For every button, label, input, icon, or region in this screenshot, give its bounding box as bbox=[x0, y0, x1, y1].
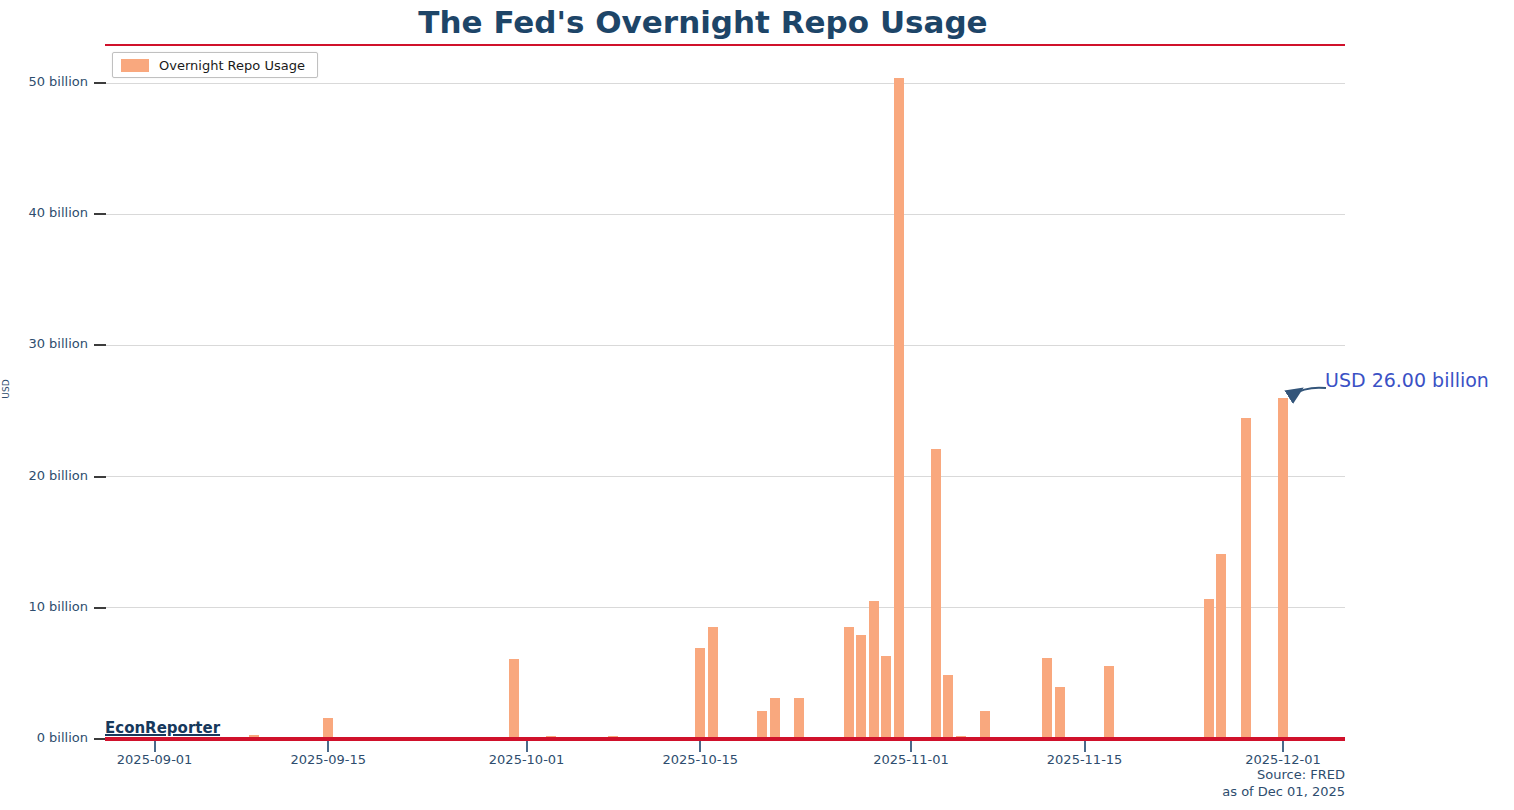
legend-swatch-icon bbox=[121, 59, 149, 72]
x-tick-mark bbox=[699, 741, 701, 752]
y-tick-mark bbox=[94, 476, 106, 478]
bar bbox=[509, 659, 519, 741]
bar bbox=[770, 698, 780, 741]
legend: Overnight Repo Usage bbox=[112, 52, 318, 78]
bar bbox=[1241, 418, 1251, 741]
y-tick-mark bbox=[94, 213, 106, 215]
x-tick-mark bbox=[1282, 741, 1284, 752]
x-tick-label: 2025-09-15 bbox=[290, 752, 366, 767]
x-tick-label: 2025-11-15 bbox=[1047, 752, 1123, 767]
x-tick-label: 2025-10-01 bbox=[489, 752, 565, 767]
bar bbox=[708, 627, 718, 741]
y-tick-label: 30 billion bbox=[8, 336, 88, 351]
x-tick-mark bbox=[526, 741, 528, 752]
gridline bbox=[105, 83, 1345, 84]
legend-series-label: Overnight Repo Usage bbox=[159, 58, 305, 73]
source-line: Source: FRED bbox=[1222, 766, 1345, 783]
x-tick-label: 2025-09-01 bbox=[117, 752, 193, 767]
repo-usage-chart: The Fed's Overnight Repo Usage Overnight… bbox=[0, 0, 1514, 810]
x-tick-label: 2025-12-01 bbox=[1245, 752, 1321, 767]
y-tick-label: 50 billion bbox=[8, 74, 88, 89]
bar bbox=[695, 648, 705, 741]
bar bbox=[1278, 398, 1288, 741]
x-tick-mark bbox=[327, 741, 329, 752]
bar bbox=[1216, 554, 1226, 741]
bar bbox=[1104, 666, 1114, 741]
title-underline-rule bbox=[105, 44, 1345, 46]
gridline bbox=[105, 476, 1345, 477]
gridline bbox=[105, 214, 1345, 215]
gridline bbox=[105, 345, 1345, 346]
bar bbox=[943, 675, 953, 741]
bar bbox=[1042, 658, 1052, 741]
annotation-arrow-icon bbox=[1282, 380, 1332, 410]
y-tick-label: 10 billion bbox=[8, 599, 88, 614]
bar bbox=[1204, 599, 1214, 741]
y-tick-mark bbox=[94, 607, 106, 609]
x-tick-mark bbox=[1084, 741, 1086, 752]
x-tick-mark bbox=[910, 741, 912, 752]
source-note: Source: FRED as of Dec 01, 2025 bbox=[1222, 766, 1345, 800]
bar bbox=[1055, 687, 1065, 741]
x-tick-mark bbox=[154, 741, 156, 752]
y-tick-label: 20 billion bbox=[8, 468, 88, 483]
gridline bbox=[105, 607, 1345, 608]
econreporter-watermark: EconReporter bbox=[105, 719, 220, 737]
annotation-text: USD 26.00 billion bbox=[1325, 369, 1489, 391]
x-tick-label: 2025-10-15 bbox=[662, 752, 738, 767]
x-tick-label: 2025-11-01 bbox=[873, 752, 949, 767]
bar bbox=[794, 698, 804, 741]
y-tick-mark bbox=[94, 344, 106, 346]
bar bbox=[856, 635, 866, 741]
y-tick-label: 40 billion bbox=[8, 205, 88, 220]
y-tick-mark bbox=[94, 82, 106, 84]
y-tick-label: 0 billion bbox=[8, 730, 88, 745]
y-axis-title: USD bbox=[1, 369, 11, 409]
bar bbox=[931, 449, 941, 741]
bar bbox=[881, 656, 891, 741]
chart-title: The Fed's Overnight Repo Usage bbox=[418, 4, 987, 40]
bar bbox=[894, 78, 904, 741]
bar bbox=[869, 601, 879, 741]
bar bbox=[844, 627, 854, 741]
asof-line: as of Dec 01, 2025 bbox=[1222, 783, 1345, 800]
zero-baseline bbox=[105, 737, 1345, 741]
